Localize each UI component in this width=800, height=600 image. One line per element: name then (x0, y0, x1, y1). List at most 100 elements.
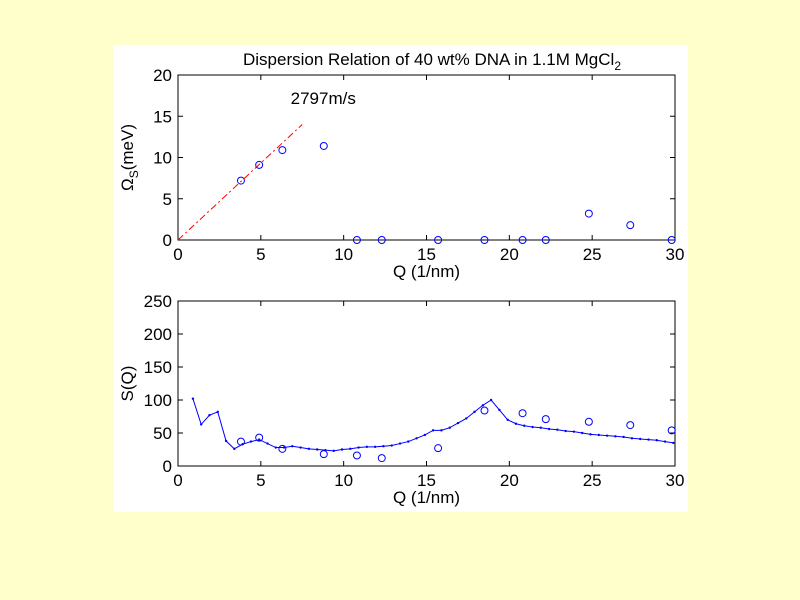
data-point-dot (349, 447, 352, 451)
y-axis-label: ΩS(meV) (118, 124, 141, 191)
data-point-dot (208, 413, 211, 417)
data-point (626, 221, 635, 230)
data-point-dot (647, 438, 650, 441)
data-point-dot (481, 404, 485, 407)
data-point (236, 176, 245, 185)
data-point-dot (630, 437, 634, 440)
y-tick-label: 5 (163, 190, 172, 209)
velocity-fit-line (177, 124, 303, 241)
data-point (434, 444, 443, 453)
data-point-dot (523, 424, 526, 427)
data-point-dot (373, 445, 377, 449)
x-tick-label: 10 (334, 471, 353, 490)
data-point-dot (357, 446, 360, 449)
data-point-dot (332, 449, 335, 453)
data-point-dot (572, 430, 576, 433)
data-point (584, 209, 593, 218)
data-point-dot (663, 440, 667, 443)
data-point-dot (340, 448, 344, 451)
data-point-dot (415, 437, 418, 440)
y-axis-label: S(Q) (118, 366, 137, 402)
y-tick-label: 0 (163, 231, 172, 250)
y-axis-label-main: Ω (118, 178, 137, 191)
data-point (352, 236, 361, 244)
data-point (319, 450, 328, 459)
data-point (255, 160, 264, 169)
data-point-dot (605, 434, 609, 437)
data-point-dot (672, 441, 675, 445)
data-point (434, 236, 443, 244)
y-tick-label: 150 (144, 358, 172, 377)
y-axis-label-main: S(Q) (118, 366, 137, 402)
series-line (192, 398, 674, 452)
x-tick-label: 5 (256, 471, 265, 490)
annotation-label: 2797m/s (291, 89, 356, 108)
data-point-dot (266, 442, 269, 445)
x-tick-label: 30 (666, 245, 685, 264)
y-tick-label: 250 (144, 292, 172, 311)
data-point (541, 236, 550, 244)
y-tick-label: 200 (144, 325, 172, 344)
data-point-dot (249, 440, 253, 443)
data-point-dot (489, 398, 493, 402)
series-0 (236, 141, 676, 244)
data-point-dot (456, 421, 460, 425)
x-axis-label: Q (1/nm) (393, 262, 460, 281)
data-point-dot (589, 433, 592, 436)
data-point-dot (506, 418, 509, 421)
data-point-dot (224, 439, 228, 443)
y-tick-label: 100 (144, 391, 172, 410)
data-point (377, 454, 386, 463)
x-tick-label: 25 (583, 471, 602, 490)
y-tick-label: 50 (153, 424, 172, 443)
x-tick-label: 15 (417, 471, 436, 490)
data-point-dot (299, 446, 302, 449)
series-0 (191, 397, 675, 453)
chart-title: Dispersion Relation of 40 wt% DNA in 1.1… (243, 50, 621, 73)
data-point-dot (539, 426, 543, 429)
data-point (352, 451, 361, 460)
plot-frame (177, 74, 676, 241)
data-point-dot (547, 427, 551, 431)
x-tick-label: 30 (666, 471, 685, 490)
data-point-dot (614, 435, 617, 438)
data-point (278, 146, 287, 155)
x-tick-label: 0 (173, 245, 182, 264)
plot-dispersion: 0 5 10 15 20 25 30 0 5 10 15 20 Q (1/nm) ΩS(meV) 2797m… (118, 66, 684, 281)
data-point (255, 433, 264, 442)
figure-svg: Dispersion Relation of 40 wt% DNA in 1.1… (118, 50, 685, 507)
x-tick-label: 0 (173, 471, 182, 490)
data-point-dot (597, 433, 600, 437)
data-point-dot (655, 439, 658, 442)
data-point-dot (382, 445, 385, 448)
data-point (319, 141, 328, 150)
data-point-dot (191, 397, 195, 400)
data-point (667, 236, 676, 244)
data-point-dot (564, 429, 567, 433)
data-point-dot (622, 435, 625, 439)
data-point (518, 236, 527, 244)
data-point-dot (257, 438, 261, 441)
data-point (480, 406, 489, 415)
y-tick-label: 0 (163, 457, 172, 476)
data-point-dot (398, 442, 402, 445)
data-point-dot (431, 429, 435, 432)
data-point-dot (315, 448, 319, 451)
data-point-dot (473, 410, 476, 414)
x-axis-label: Q (1/nm) (393, 488, 460, 507)
data-point-dot (199, 423, 203, 426)
data-point-dot (498, 408, 501, 412)
data-point-dot (514, 422, 518, 425)
series-1 (177, 124, 303, 241)
data-point (541, 415, 550, 424)
data-point-dot (531, 425, 534, 429)
data-point-dot (448, 426, 451, 429)
data-point-dot (407, 440, 410, 443)
data-point (236, 437, 245, 446)
y-tick-label: 20 (153, 66, 172, 85)
y-tick-label: 10 (153, 149, 172, 168)
y-axis-label-unit: (meV) (118, 124, 137, 170)
data-point-dot (390, 444, 393, 447)
chart-title-subscript: 2 (614, 59, 621, 73)
series-1 (236, 406, 676, 463)
